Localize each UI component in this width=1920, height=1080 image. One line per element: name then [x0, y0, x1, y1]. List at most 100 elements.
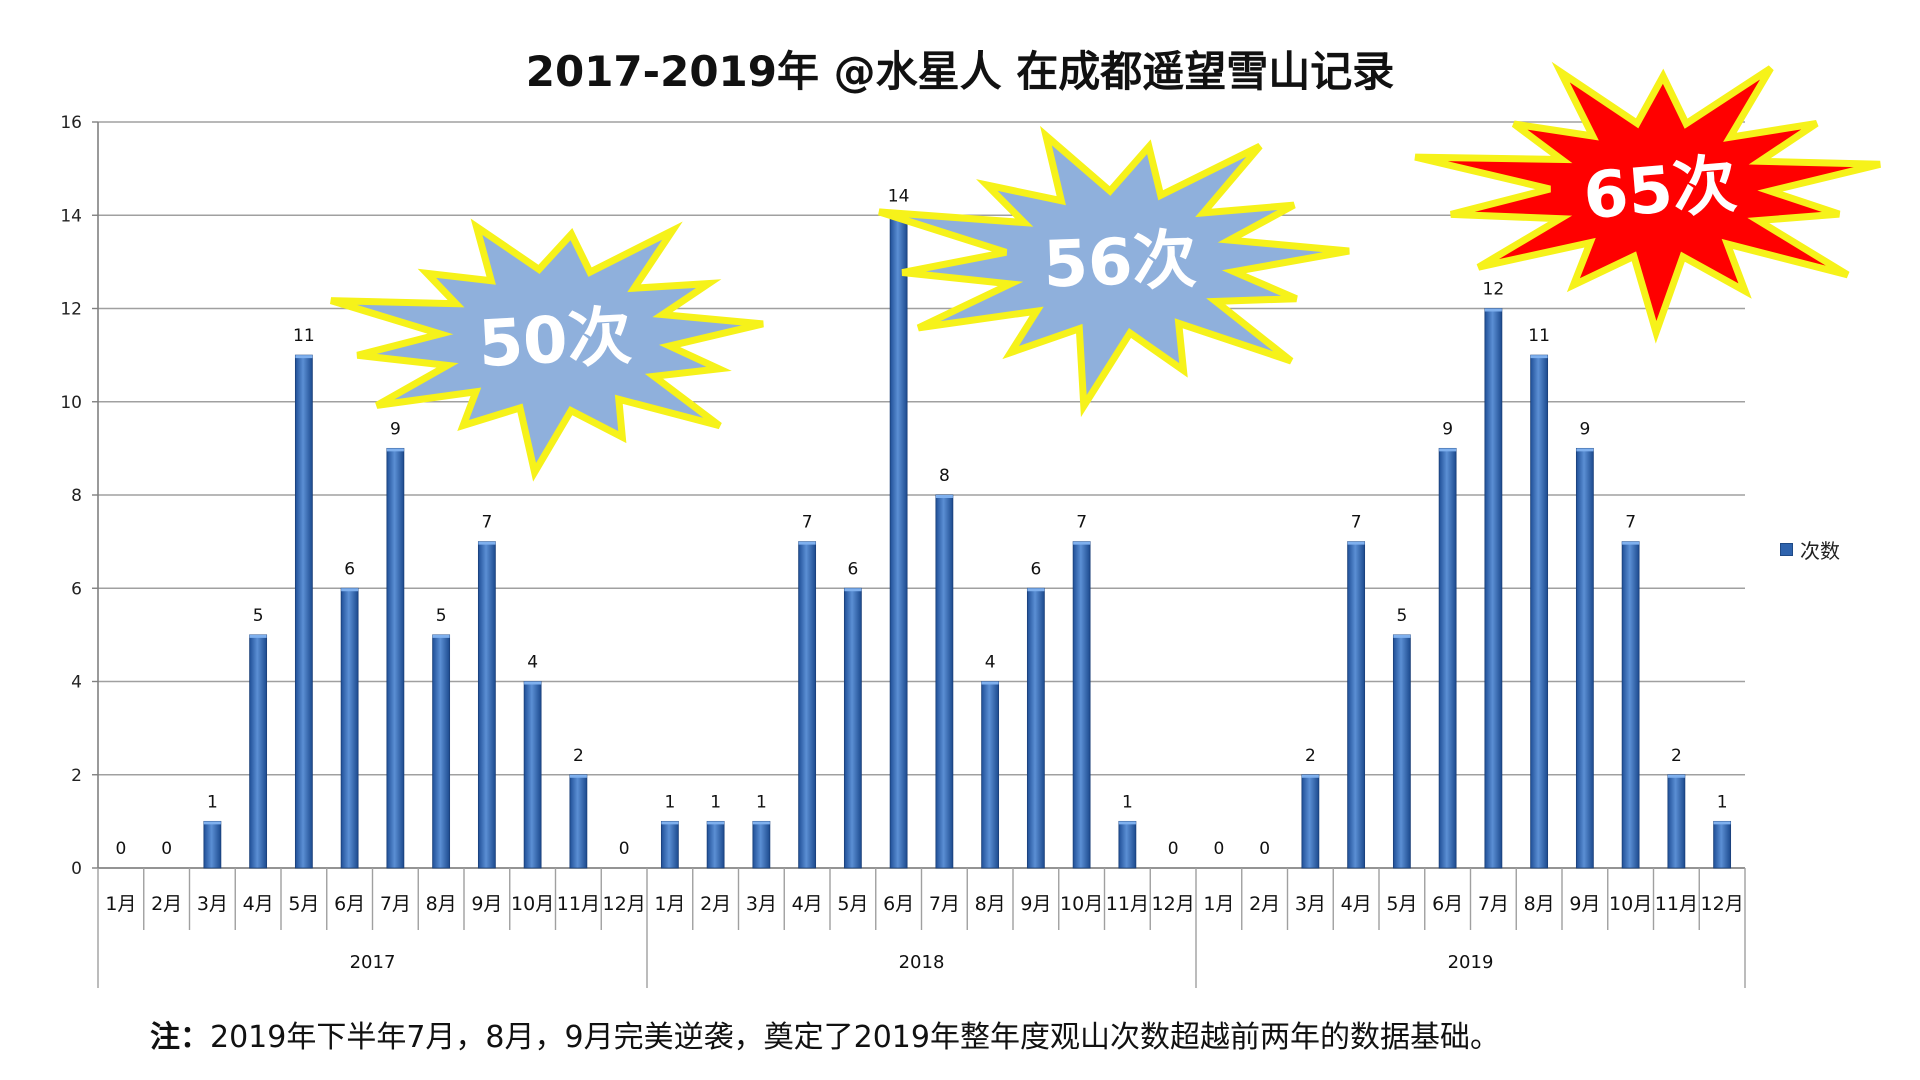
bar-cap	[524, 681, 542, 685]
month-label: 8月	[975, 893, 1006, 915]
data-label: 1	[207, 792, 218, 812]
bar	[1575, 447, 1594, 869]
month-label: 5月	[1386, 893, 1417, 915]
bar-cap	[661, 821, 679, 825]
data-label: 7	[1625, 513, 1636, 533]
bar	[386, 447, 405, 869]
y-tick-label: 0	[71, 859, 82, 879]
footnote: 注：2019年下半年7月，8月，9月完美逆袭，奠定了2019年整年度观山次数超越…	[150, 1012, 1500, 1056]
bar-cap	[386, 448, 404, 452]
data-label: 0	[619, 839, 630, 859]
month-label: 1月	[1203, 893, 1234, 915]
bar-cap	[1073, 541, 1091, 545]
data-label: 11	[293, 326, 315, 346]
month-label: 10月	[1060, 893, 1103, 915]
month-label: 3月	[197, 893, 228, 915]
bar	[798, 541, 817, 869]
month-label: 9月	[471, 893, 502, 915]
bar	[1026, 587, 1045, 869]
data-label: 12	[1483, 280, 1505, 300]
bar-cap	[1667, 774, 1685, 778]
data-label: 0	[1213, 839, 1224, 859]
data-label: 1	[1122, 792, 1133, 812]
y-tick-label: 12	[60, 300, 82, 320]
data-label: 0	[1168, 839, 1179, 859]
month-label: 11月	[1655, 893, 1698, 915]
bar	[889, 214, 908, 869]
data-label: 2	[573, 746, 584, 766]
bar	[1301, 774, 1320, 869]
data-label: 2	[1305, 746, 1316, 766]
month-label: 2月	[700, 893, 731, 915]
data-label: 0	[1259, 839, 1270, 859]
data-label: 7	[1351, 513, 1362, 533]
bar	[523, 681, 542, 869]
bar	[1347, 541, 1366, 869]
bar-cap	[1439, 448, 1457, 452]
month-label: 2月	[1249, 893, 1280, 915]
data-label: 5	[1396, 606, 1407, 626]
data-label: 6	[344, 559, 355, 579]
month-label: 9月	[1569, 893, 1600, 915]
bar-cap	[1622, 541, 1640, 545]
data-label: 4	[527, 653, 538, 673]
y-tick-label: 10	[60, 393, 82, 413]
data-label: 9	[1442, 419, 1453, 439]
bar-cap	[1576, 448, 1594, 452]
bar-cap	[844, 588, 862, 592]
footnote-prefix: 注：	[150, 1020, 210, 1055]
bar	[1484, 308, 1503, 869]
month-label: 2月	[151, 893, 182, 915]
data-label: 6	[847, 559, 858, 579]
data-label: 11	[1528, 326, 1550, 346]
bar	[432, 634, 451, 869]
group-label: 2019	[1448, 952, 1494, 973]
bar-cap	[1713, 821, 1731, 825]
bar-cap	[707, 821, 725, 825]
month-label: 4月	[243, 893, 274, 915]
starburst-shape	[1414, 61, 1881, 344]
bar-cap	[1027, 588, 1045, 592]
month-label: 9月	[1020, 893, 1051, 915]
month-label: 11月	[557, 893, 600, 915]
legend-label: 次数	[1800, 539, 1840, 563]
bar	[981, 681, 1000, 869]
bar	[294, 354, 313, 869]
data-label: 7	[802, 513, 813, 533]
bar-cap	[295, 355, 313, 359]
data-label: 2	[1671, 746, 1682, 766]
starburst-label: 65次	[1581, 148, 1740, 235]
data-label: 7	[1076, 513, 1087, 533]
starburst-label: 50次	[477, 300, 634, 382]
legend: 次数	[1780, 535, 1840, 564]
bar-cap	[569, 774, 587, 778]
footnote-text: 2019年下半年7月，8月，9月完美逆袭，奠定了2019年整年度观山次数超越前两…	[210, 1020, 1500, 1055]
data-label: 1	[1717, 792, 1728, 812]
month-label: 7月	[1478, 893, 1509, 915]
bar	[660, 820, 679, 869]
month-label: 7月	[380, 893, 411, 915]
bar	[1392, 634, 1411, 869]
data-label: 8	[939, 466, 950, 486]
bar-cap	[341, 588, 359, 592]
chart-title: 2017-2019年 @水星人 在成都遥望雪山记录	[525, 47, 1395, 96]
month-label: 12月	[1701, 893, 1744, 915]
month-label: 1月	[654, 893, 685, 915]
bar	[340, 587, 359, 869]
bar-cap	[1530, 355, 1548, 359]
bar-cap	[478, 541, 496, 545]
bar-cap	[1301, 774, 1319, 778]
bar	[935, 494, 954, 869]
month-label: 3月	[1295, 893, 1326, 915]
month-label: 10月	[1609, 893, 1652, 915]
data-label: 5	[253, 606, 264, 626]
data-label: 4	[985, 653, 996, 673]
bar	[843, 587, 862, 869]
month-label: 12月	[1152, 893, 1195, 915]
month-label: 6月	[883, 893, 914, 915]
month-label: 4月	[1341, 893, 1372, 915]
